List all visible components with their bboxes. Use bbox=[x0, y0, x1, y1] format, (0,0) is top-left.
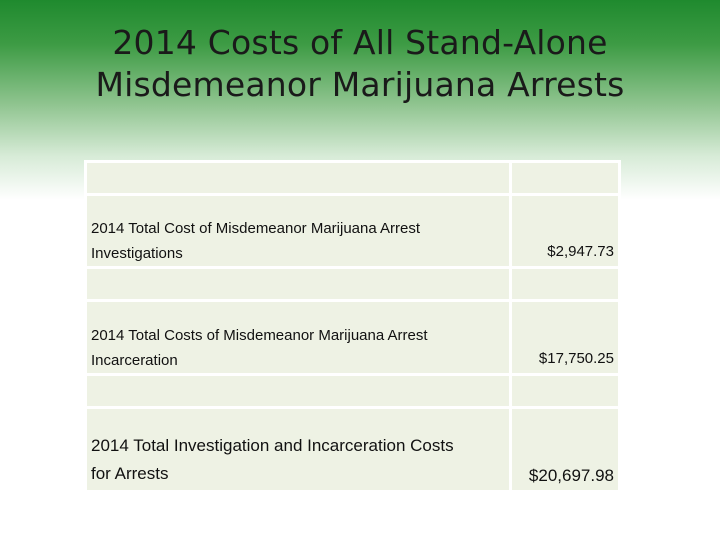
row-label: 2014 Total Costs of Misdemeanor Marijuan… bbox=[87, 302, 510, 373]
empty-cell bbox=[87, 163, 510, 193]
row-label-line-1: 2014 Total Cost of Misdemeanor Marijuana… bbox=[91, 220, 421, 237]
slide-title: 2014 Costs of All Stand-Alone Misdemeano… bbox=[0, 22, 720, 106]
empty-cell bbox=[512, 269, 618, 299]
empty-cell bbox=[87, 269, 510, 299]
empty-cell bbox=[512, 376, 618, 406]
empty-cell bbox=[87, 376, 510, 406]
table-spacer-row bbox=[87, 376, 618, 406]
table-row: 2014 Total Investigation and Incarcerati… bbox=[87, 409, 618, 490]
row-value: $17,750.25 bbox=[512, 302, 618, 373]
row-label: 2014 Total Cost of Misdemeanor Marijuana… bbox=[87, 196, 510, 266]
row-value: $20,697.98 bbox=[512, 409, 618, 490]
table-spacer-row bbox=[87, 163, 618, 193]
row-label-line-2: Investigations bbox=[91, 245, 183, 262]
row-label-line-2: Incarceration bbox=[91, 352, 178, 369]
empty-cell bbox=[512, 163, 618, 193]
table-row: 2014 Total Costs of Misdemeanor Marijuan… bbox=[87, 302, 618, 373]
cost-table: 2014 Total Cost of Misdemeanor Marijuana… bbox=[84, 160, 621, 493]
table-row: 2014 Total Cost of Misdemeanor Marijuana… bbox=[87, 196, 618, 266]
row-label-line-2: for Arrests bbox=[91, 464, 169, 483]
row-label: 2014 Total Investigation and Incarcerati… bbox=[87, 409, 510, 490]
row-value: $2,947.73 bbox=[512, 196, 618, 266]
row-label-line-1: 2014 Total Investigation and Incarcerati… bbox=[91, 436, 454, 455]
table-spacer-row bbox=[87, 269, 618, 299]
slide-title-line-2: Misdemeanor Marijuana Arrests bbox=[95, 65, 625, 104]
row-label-line-1: 2014 Total Costs of Misdemeanor Marijuan… bbox=[91, 327, 428, 344]
slide-title-line-1: 2014 Costs of All Stand-Alone bbox=[112, 23, 608, 62]
